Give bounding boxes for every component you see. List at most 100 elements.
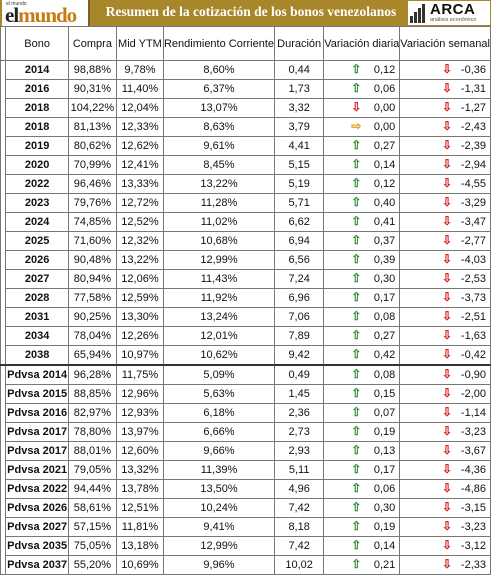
bond-name: Pdvsa 2021 bbox=[6, 461, 68, 480]
arrow-down-icon: ⇩ bbox=[442, 461, 454, 478]
arrow-down-icon: ⇩ bbox=[442, 385, 454, 402]
duracion-value: 9,42 bbox=[275, 346, 324, 366]
rendimiento-value: 6,18% bbox=[163, 404, 274, 423]
var-diaria-value: 0,07 bbox=[363, 405, 395, 422]
var-diaria-cell: ⇧0,13 bbox=[324, 442, 400, 461]
var-semanal-value: -2,51 bbox=[454, 309, 486, 326]
duracion-value: 4,96 bbox=[275, 480, 324, 499]
var-semanal-value: -2,39 bbox=[454, 138, 486, 155]
bond-name: Pdvsa 2027 bbox=[6, 518, 68, 537]
var-semanal-cell: ⇩-2,94 bbox=[400, 156, 491, 175]
arrow-down-icon: ⇩ bbox=[442, 118, 454, 135]
duracion-value: 5,11 bbox=[275, 461, 324, 480]
var-diaria-value: 0,17 bbox=[363, 462, 395, 479]
col-header-compra: Compra bbox=[68, 27, 116, 61]
arrow-down-icon: ⇩ bbox=[442, 61, 454, 78]
mid-ytm-value: 10,69% bbox=[116, 556, 163, 575]
arca-name: ARCA bbox=[430, 1, 475, 18]
rendimiento-value: 13,50% bbox=[163, 480, 274, 499]
duracion-value: 0,49 bbox=[275, 365, 324, 385]
duracion-value: 5,19 bbox=[275, 175, 324, 194]
var-diaria-value: 0,06 bbox=[363, 481, 395, 498]
bond-name: 2023 bbox=[6, 194, 68, 213]
compra-value: 88,85% bbox=[68, 385, 116, 404]
duracion-value: 5,15 bbox=[275, 156, 324, 175]
col-header-var-diaria: Variación diaria bbox=[324, 27, 400, 61]
col-header-var-semanal: Variación semanal bbox=[400, 27, 491, 61]
col-header-bono: Bono bbox=[6, 27, 68, 61]
var-semanal-value: -0,90 bbox=[454, 367, 486, 384]
var-diaria-value: 0,41 bbox=[363, 214, 395, 231]
col-header-duracion: Duración bbox=[275, 27, 324, 61]
var-diaria-cell: ⇧0,41 bbox=[324, 213, 400, 232]
header-row: Bono Compra Mid YTM Rendimiento Corrient… bbox=[1, 27, 491, 61]
var-diaria-cell: ⇧0,17 bbox=[324, 461, 400, 480]
mid-ytm-value: 12,72% bbox=[116, 194, 163, 213]
arrow-down-icon: ⇩ bbox=[442, 480, 454, 497]
var-diaria-value: 0,08 bbox=[363, 367, 395, 384]
mid-ytm-value: 10,97% bbox=[116, 346, 163, 366]
compra-value: 104,22% bbox=[68, 99, 116, 118]
bond-name: 2014 bbox=[6, 61, 68, 80]
var-semanal-cell: ⇩-4,03 bbox=[400, 251, 491, 270]
rendimiento-value: 12,99% bbox=[163, 537, 274, 556]
var-diaria-value: 0,30 bbox=[363, 271, 395, 288]
bond-table: Bono Compra Mid YTM Rendimiento Corrient… bbox=[0, 26, 491, 575]
var-semanal-value: -1,27 bbox=[454, 100, 486, 117]
var-diaria-value: 0,13 bbox=[363, 443, 395, 460]
header-banner: el mundo elmundo Resumen de la cotizació… bbox=[0, 0, 491, 26]
var-semanal-cell: ⇩-0,42 bbox=[400, 346, 491, 366]
page-title: Resumen de la cotización de los bonos ve… bbox=[92, 4, 410, 20]
arrow-up-icon: ⇧ bbox=[351, 137, 363, 154]
var-semanal-cell: ⇩-1,31 bbox=[400, 80, 491, 99]
rendimiento-value: 6,66% bbox=[163, 423, 274, 442]
duracion-value: 4,41 bbox=[275, 137, 324, 156]
mid-ytm-value: 13,33% bbox=[116, 175, 163, 194]
var-semanal-cell: ⇩-3,15 bbox=[400, 499, 491, 518]
arrow-flat-icon: ⇨ bbox=[351, 118, 363, 135]
arrow-down-icon: ⇩ bbox=[442, 404, 454, 421]
mid-ytm-value: 13,97% bbox=[116, 423, 163, 442]
var-diaria-cell: ⇧0,08 bbox=[324, 308, 400, 327]
var-semanal-cell: ⇩-2,33 bbox=[400, 556, 491, 575]
compra-value: 78,80% bbox=[68, 423, 116, 442]
compra-value: 79,05% bbox=[68, 461, 116, 480]
var-diaria-cell: ⇧0,30 bbox=[324, 499, 400, 518]
var-diaria-cell: ⇧0,14 bbox=[324, 156, 400, 175]
var-semanal-cell: ⇩-3,73 bbox=[400, 289, 491, 308]
var-semanal-value: -3,23 bbox=[454, 424, 486, 441]
var-semanal-cell: ⇩-2,51 bbox=[400, 308, 491, 327]
compra-value: 90,48% bbox=[68, 251, 116, 270]
var-diaria-value: 0,08 bbox=[363, 309, 395, 326]
var-diaria-value: 0,12 bbox=[363, 176, 395, 193]
var-diaria-value: 0,42 bbox=[363, 347, 395, 364]
mid-ytm-value: 13,30% bbox=[116, 308, 163, 327]
bond-name: Pdvsa 2035 bbox=[6, 537, 68, 556]
arrow-down-icon: ⇩ bbox=[442, 156, 454, 173]
elmundo-logo: el mundo elmundo bbox=[2, 0, 90, 26]
var-diaria-cell: ⇧0,12 bbox=[324, 61, 400, 80]
bar-chart-icon bbox=[410, 3, 428, 23]
var-semanal-value: -2,53 bbox=[454, 271, 486, 288]
var-diaria-cell: ⇧0,08 bbox=[324, 365, 400, 385]
bond-name: 2022 bbox=[6, 175, 68, 194]
pdvsa-section-label-cell: Pdvsa bbox=[1, 365, 6, 575]
compra-value: 58,61% bbox=[68, 499, 116, 518]
arrow-down-icon: ⇩ bbox=[442, 251, 454, 268]
arrow-up-icon: ⇧ bbox=[351, 556, 363, 573]
compra-value: 80,62% bbox=[68, 137, 116, 156]
var-diaria-cell: ⇧0,27 bbox=[324, 137, 400, 156]
compra-value: 82,97% bbox=[68, 404, 116, 423]
mid-ytm-value: 12,26% bbox=[116, 327, 163, 346]
duracion-value: 0,44 bbox=[275, 61, 324, 80]
rendimiento-value: 13,22% bbox=[163, 175, 274, 194]
compra-value: 98,88% bbox=[68, 61, 116, 80]
